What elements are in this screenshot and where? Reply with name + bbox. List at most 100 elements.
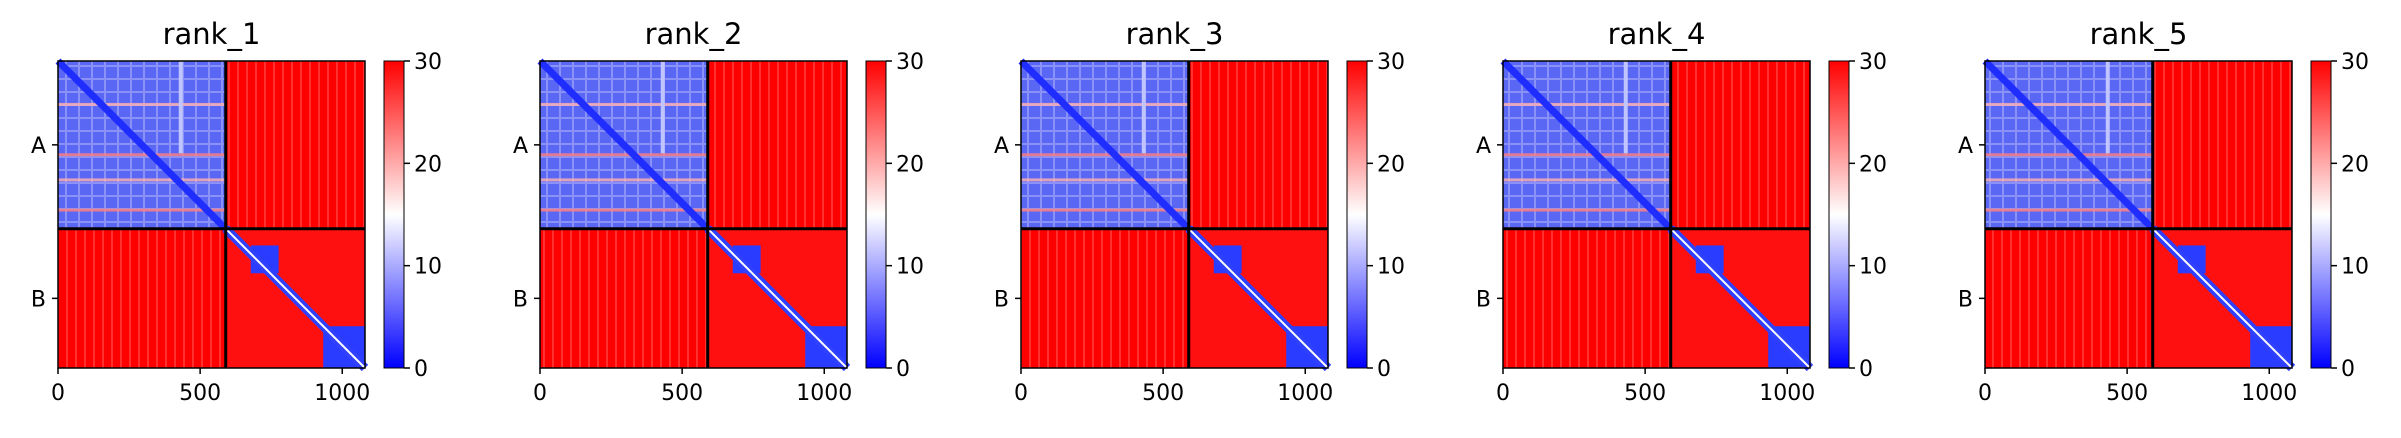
y-tick-label: B — [994, 287, 1009, 312]
panel-title: rank_1 — [163, 17, 261, 51]
heatmap-diagonal-core — [1670, 228, 1811, 369]
heatmap-diagonal-A — [1018, 58, 1192, 232]
colorbar-tick-label: 0 — [896, 357, 910, 382]
panel-title: rank_4 — [1608, 17, 1706, 51]
colorbar-tick-label: 30 — [1377, 50, 1405, 75]
x-tick-label: 1000 — [1277, 381, 1333, 406]
heatmap-streak — [1623, 61, 1628, 154]
heatmap-streak — [540, 153, 708, 157]
x-tick-label: 0 — [1496, 381, 1510, 406]
colorbar-tick-label: 10 — [2341, 255, 2369, 280]
heatmap-streak — [1021, 102, 1189, 106]
x-tick-label: 0 — [1014, 381, 1028, 406]
colorbar-tick-label: 30 — [414, 50, 442, 75]
panel-title: rank_2 — [645, 17, 743, 51]
x-tick-label: 0 — [1978, 381, 1992, 406]
heatmap-diagonal-core — [225, 228, 366, 369]
heatmap-streak — [540, 208, 708, 212]
heatmap-streak — [178, 61, 183, 154]
colorbar — [1346, 60, 1368, 369]
heatmap-streak — [1021, 153, 1189, 157]
colorbar — [1828, 60, 1850, 369]
axes-frame — [1984, 60, 2293, 369]
x-tick-label: 1000 — [314, 381, 370, 406]
heatmap-streak — [1141, 61, 1146, 154]
y-tick-label: B — [31, 287, 46, 312]
y-tick-label: B — [1476, 287, 1491, 312]
colorbar-tick-label: 0 — [414, 357, 428, 382]
heatmap-streak — [1985, 178, 2153, 182]
heatmap-streak — [1985, 102, 2153, 106]
heatmap-diagonal-core — [2152, 228, 2293, 369]
heatmap-streak — [1021, 208, 1189, 212]
heatmap-streak — [1503, 178, 1671, 182]
heatmap-diagonal-A — [55, 58, 229, 232]
colorbar-tick-label: 30 — [2341, 50, 2369, 75]
panel-1: rank_1 A B 0 500 1000 0 10 20 30 — [31, 17, 442, 406]
heatmap-diagonal-core — [707, 228, 848, 369]
heatmap-streak — [1503, 153, 1671, 157]
panel-5: rank_5 A B 0 500 1000 0 10 20 30 — [1958, 17, 2369, 406]
y-tick-label: B — [1958, 287, 1973, 312]
axes-frame — [539, 60, 848, 369]
heatmap-streak — [58, 153, 226, 157]
x-tick-label: 1000 — [2241, 381, 2297, 406]
colorbar-tick-label: 0 — [1377, 357, 1391, 382]
colorbar — [865, 60, 887, 369]
heatmap-diagonal-A — [1982, 58, 2156, 232]
colorbar-tick-label: 20 — [1377, 152, 1405, 177]
panel-2: rank_2 A B 0 500 1000 0 10 20 30 — [513, 17, 924, 406]
heatmap-streak — [1503, 208, 1671, 212]
colorbar — [383, 60, 405, 369]
x-tick-label: 1000 — [1759, 381, 1815, 406]
heatmap-streak — [58, 178, 226, 182]
y-tick-label: A — [994, 134, 1009, 159]
panel-3: rank_3 A B 0 500 1000 0 10 20 30 — [994, 17, 1405, 406]
heatmap-streak — [2105, 61, 2110, 154]
heatmap-diagonal-A — [537, 58, 711, 232]
colorbar-tick-label: 30 — [1859, 50, 1887, 75]
axes-frame — [57, 60, 366, 369]
colorbar-tick-label: 10 — [1859, 255, 1887, 280]
y-tick-label: A — [1958, 134, 1973, 159]
heatmap-streak — [58, 208, 226, 212]
panel-4: rank_4 A B 0 500 1000 0 10 20 30 — [1476, 17, 1887, 406]
heatmap-streak — [540, 178, 708, 182]
x-tick-label: 0 — [533, 381, 547, 406]
y-tick-label: A — [513, 134, 528, 159]
axes-frame — [1020, 60, 1329, 369]
colorbar-tick-label: 0 — [1859, 357, 1873, 382]
x-tick-label: 500 — [1142, 381, 1184, 406]
x-tick-label: 500 — [661, 381, 703, 406]
x-tick-label: 1000 — [796, 381, 852, 406]
colorbar-tick-label: 10 — [414, 255, 442, 280]
colorbar-tick-label: 0 — [2341, 357, 2355, 382]
heatmap-streak — [58, 102, 226, 106]
heatmap-streak — [1985, 208, 2153, 212]
colorbar-tick-label: 20 — [1859, 152, 1887, 177]
colorbar-tick-label: 20 — [414, 152, 442, 177]
y-tick-label: B — [513, 287, 528, 312]
heatmap-streak — [1503, 102, 1671, 106]
colorbar-tick-label: 20 — [896, 152, 924, 177]
colorbar — [2310, 60, 2332, 369]
heatmap-streak — [1021, 178, 1189, 182]
x-tick-label: 500 — [2106, 381, 2148, 406]
x-tick-label: 500 — [1624, 381, 1666, 406]
heatmap-streak — [540, 102, 708, 106]
heatmap-diagonal-core — [1188, 228, 1329, 369]
y-tick-label: A — [1476, 134, 1491, 159]
colorbar-tick-label: 10 — [1377, 255, 1405, 280]
panel-title: rank_5 — [2090, 17, 2188, 51]
y-tick-label: A — [31, 134, 46, 159]
heatmap-streak — [1985, 153, 2153, 157]
colorbar-tick-label: 20 — [2341, 152, 2369, 177]
colorbar-tick-label: 10 — [896, 255, 924, 280]
heatmap-diagonal-A — [1500, 58, 1674, 232]
heatmap-streak — [660, 61, 665, 154]
axes-frame — [1502, 60, 1811, 369]
panel-title: rank_3 — [1126, 17, 1224, 51]
x-tick-label: 0 — [51, 381, 65, 406]
